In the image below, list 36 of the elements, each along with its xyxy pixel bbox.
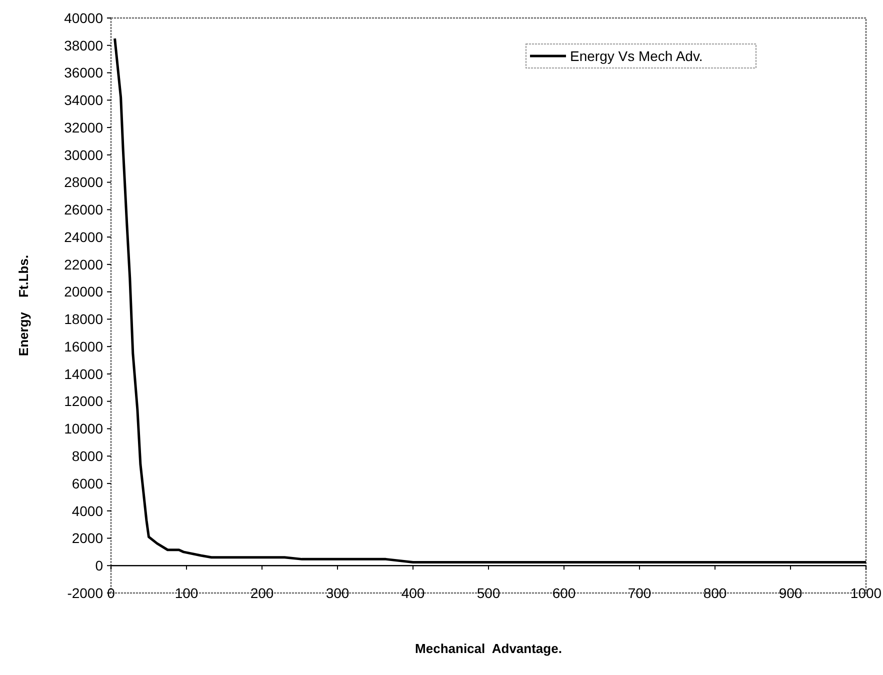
x-axis-title: Mechanical Advantage. bbox=[415, 641, 562, 656]
y-tick-label: 8000 bbox=[72, 448, 104, 464]
x-tick-label: 200 bbox=[250, 585, 274, 601]
x-tick-label: 800 bbox=[703, 585, 727, 601]
x-tick-label: 700 bbox=[628, 585, 652, 601]
y-tick-label: 38000 bbox=[64, 37, 104, 54]
y-tick-label: 12000 bbox=[64, 393, 104, 410]
y-tick-label: 16000 bbox=[64, 338, 104, 354]
y-axis-title: Energy Ft.Lbs. bbox=[16, 254, 31, 356]
x-tick-label: 100 bbox=[174, 585, 198, 601]
y-tick-label: 0 bbox=[95, 558, 104, 574]
y-tick-label: 4000 bbox=[72, 502, 104, 519]
y-tick-label: 14000 bbox=[64, 366, 104, 382]
y-tick-label: 24000 bbox=[64, 228, 104, 245]
y-tick-label: 30000 bbox=[64, 146, 104, 163]
x-tick-label: 400 bbox=[401, 585, 425, 601]
x-tick-label: 500 bbox=[476, 585, 500, 601]
y-tick-label: 2000 bbox=[72, 530, 104, 546]
y-tick-label: 18000 bbox=[64, 311, 104, 328]
y-tick-label: -2000 bbox=[67, 584, 104, 601]
x-tick-label: 600 bbox=[552, 585, 576, 601]
x-tick-label: 900 bbox=[778, 585, 802, 601]
y-tick-label: 10000 bbox=[64, 420, 104, 437]
y-tick-label: 28000 bbox=[64, 174, 104, 190]
x-tick-label: 300 bbox=[326, 585, 350, 601]
y-tick-label: 40000 bbox=[64, 10, 104, 26]
y-tick-label: 32000 bbox=[64, 119, 104, 136]
y-tick-label: 20000 bbox=[64, 284, 104, 300]
y-tick-label: 36000 bbox=[64, 64, 104, 81]
x-tick-label: 1000 bbox=[850, 585, 882, 601]
line-series bbox=[114, 37, 868, 564]
legend-label: Energy Vs Mech Adv. bbox=[570, 48, 703, 64]
y-tick-label: 26000 bbox=[64, 202, 104, 218]
y-tick-label: 22000 bbox=[64, 256, 104, 272]
y-tick-label: 34000 bbox=[64, 92, 104, 108]
y-tick-label: 6000 bbox=[72, 475, 104, 492]
